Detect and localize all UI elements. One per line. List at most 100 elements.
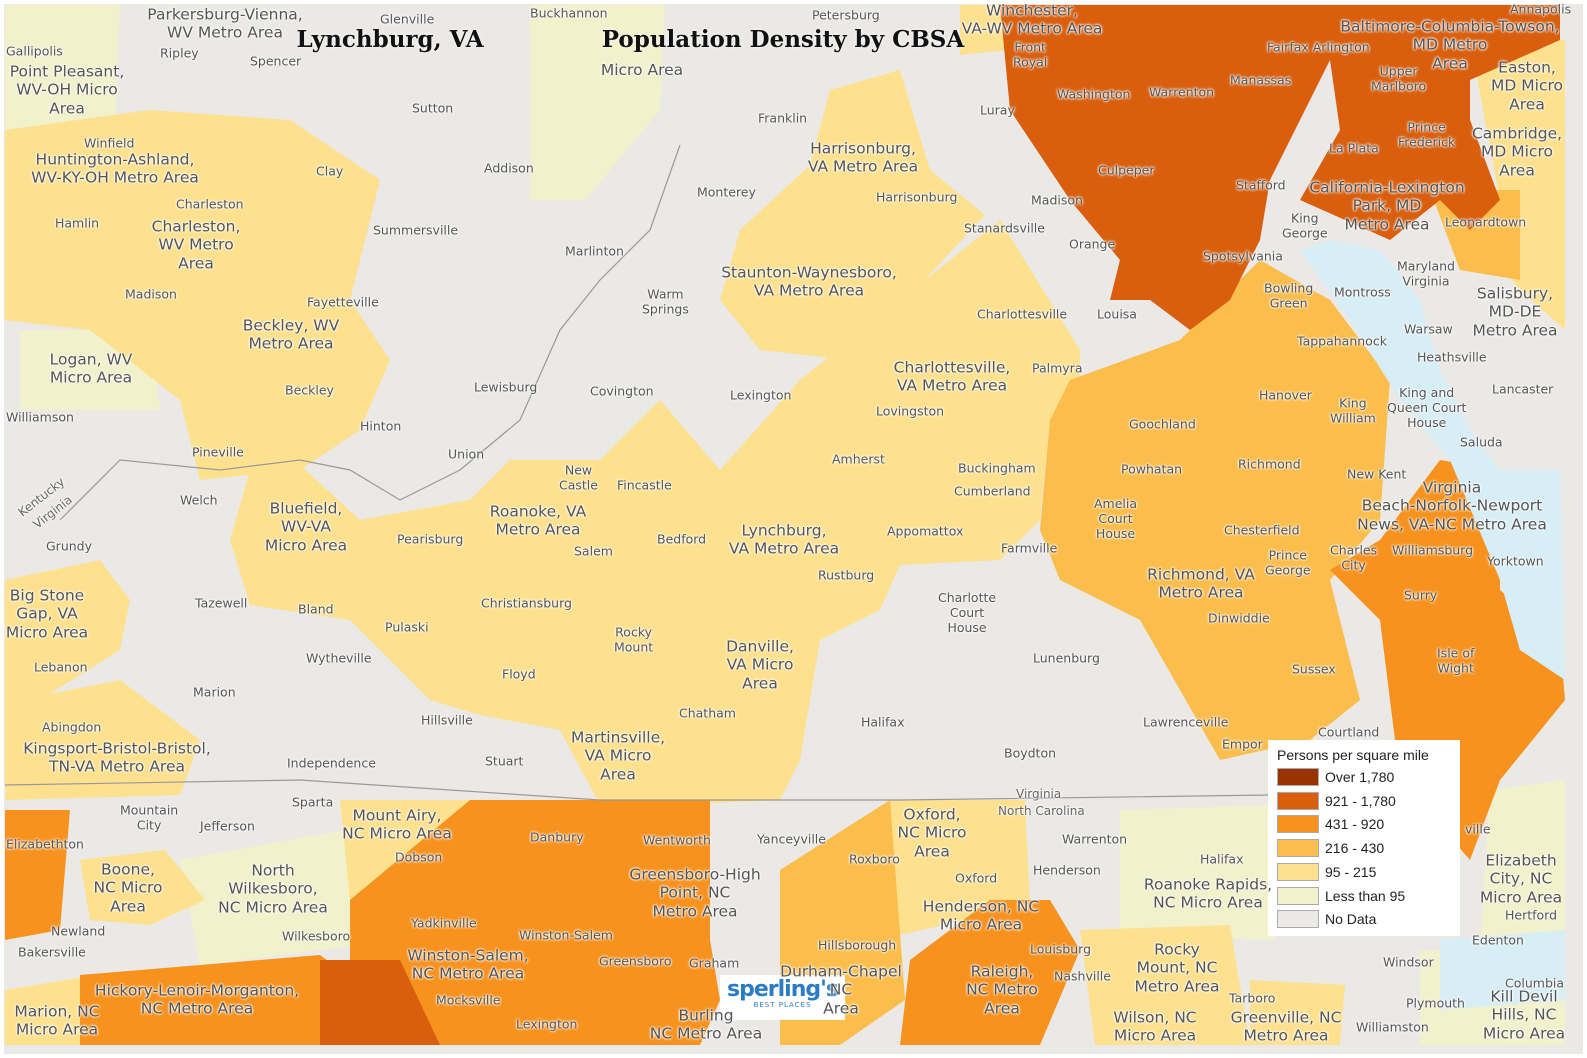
region bbox=[230, 220, 1080, 805]
region bbox=[900, 900, 1080, 1045]
area-label: Greenville, NC Metro Area bbox=[1230, 1008, 1342, 1045]
area-label: Kill Devil Hills, NC Micro Area bbox=[1482, 987, 1566, 1043]
place-label: Beckley bbox=[285, 382, 334, 398]
place-label: Lawrenceville bbox=[1143, 714, 1229, 730]
place-label: Hanover bbox=[1259, 387, 1312, 403]
place-label: Pineville bbox=[192, 444, 244, 460]
place-label: Charles City bbox=[1330, 542, 1378, 572]
place-label: Lewisburg bbox=[474, 379, 538, 395]
legend-title: Persons per square mile bbox=[1277, 747, 1429, 763]
place-label: Richmond bbox=[1238, 456, 1301, 472]
legend-label: Over 1,780 bbox=[1325, 769, 1395, 785]
region bbox=[960, 5, 1010, 55]
legend-swatch bbox=[1277, 768, 1319, 786]
place-label: Windsor bbox=[1383, 954, 1434, 970]
place-label: Monterey bbox=[697, 184, 756, 200]
place-label: Palmyra bbox=[1032, 360, 1083, 376]
area-label: Bluefield, WV-VA Micro Area bbox=[264, 499, 348, 555]
place-label: Buckingham bbox=[958, 460, 1036, 476]
place-label: Greensboro bbox=[599, 953, 672, 969]
place-label: King and Queen Court House bbox=[1387, 384, 1467, 430]
place-label: Wentworth bbox=[643, 832, 711, 848]
legend-label: 921 - 1,780 bbox=[1325, 792, 1396, 809]
place-label: Warrenton bbox=[1149, 84, 1215, 100]
area-label: Micro Area bbox=[600, 60, 684, 79]
place-label: Maryland Virginia bbox=[1397, 258, 1455, 288]
place-label: Williamson bbox=[6, 409, 74, 425]
place-label: Franklin bbox=[758, 110, 808, 126]
region bbox=[180, 830, 360, 965]
region bbox=[80, 850, 205, 925]
water bbox=[1300, 240, 1565, 680]
area-label: Henderson, NC Micro Area bbox=[922, 897, 1040, 934]
area-label: Oxford, NC Micro Area bbox=[897, 805, 967, 861]
place-label: Yorktown bbox=[1487, 553, 1544, 569]
place-label: Petersburg bbox=[812, 7, 880, 23]
area-label: Beckley, WV Metro Area bbox=[242, 316, 340, 353]
place-label: Sutton bbox=[412, 100, 454, 116]
region bbox=[5, 5, 120, 130]
place-label: Luray bbox=[980, 102, 1015, 118]
place-label: Hillsville bbox=[421, 712, 473, 728]
place-label: Chesterfield bbox=[1224, 522, 1300, 538]
place-label: King George bbox=[1282, 210, 1328, 240]
place-label: Orange bbox=[1069, 236, 1116, 252]
place-label: Warrenton bbox=[1062, 831, 1128, 847]
place-label: Graham bbox=[689, 955, 740, 971]
place-label: Saluda bbox=[1460, 434, 1503, 450]
legend-swatch bbox=[1277, 886, 1319, 905]
place-label: Bakersville bbox=[18, 944, 86, 960]
place-label: La Plata bbox=[1329, 140, 1379, 156]
legend-swatch bbox=[1277, 910, 1319, 929]
place-label: Jefferson bbox=[200, 818, 255, 834]
place-label: Empor bbox=[1222, 736, 1263, 752]
area-label: Roanoke, VA Metro Area bbox=[489, 502, 587, 539]
legend-label: No Data bbox=[1325, 911, 1377, 928]
place-label: Winfield bbox=[84, 135, 135, 151]
place-label: Covington bbox=[590, 383, 654, 399]
place-label: Oxford bbox=[955, 870, 998, 886]
place-label: Bedford bbox=[657, 531, 707, 547]
place-label: Appomattox bbox=[887, 523, 964, 539]
place-label: Montross bbox=[1334, 284, 1391, 300]
place-label: Wytheville bbox=[306, 650, 372, 666]
place-label: Goochland bbox=[1129, 416, 1196, 432]
area-label: Harrisonburg, VA Metro Area bbox=[807, 139, 919, 176]
area-label: Hickory-Lenoir-Morganton, NC Metro Area bbox=[94, 981, 300, 1018]
place-label: Halifax bbox=[1200, 851, 1244, 867]
place-label: Annapolis bbox=[1510, 1, 1572, 17]
place-label: Tappahannock bbox=[1297, 333, 1387, 349]
place-label: Spencer bbox=[250, 53, 302, 69]
region bbox=[1120, 805, 1275, 940]
state-label: North Carolina bbox=[998, 804, 1085, 818]
place-label: Yadkinville bbox=[411, 915, 477, 931]
area-label: Kingsport-Bristol-Bristol, TN-VA Metro A… bbox=[23, 739, 211, 776]
place-label: New Castle bbox=[559, 462, 598, 492]
state-label: Virginia bbox=[1016, 787, 1062, 801]
place-label: Fayetteville bbox=[307, 294, 379, 310]
region bbox=[350, 800, 720, 1045]
legend-swatch bbox=[1277, 862, 1319, 881]
region bbox=[1330, 460, 1565, 860]
area-label: Parkersburg-Vienna, WV Metro Area bbox=[147, 5, 303, 42]
place-label: Warsaw bbox=[1404, 321, 1453, 337]
region bbox=[5, 560, 130, 790]
logo-tagline: BEST PLACES bbox=[753, 1001, 812, 1009]
place-label: Clay bbox=[316, 163, 344, 179]
place-label: New Kent bbox=[1347, 466, 1407, 482]
place-label: Lancaster bbox=[1492, 381, 1554, 397]
place-label: Hamlin bbox=[55, 215, 100, 231]
place-label: Charlotte Court House bbox=[938, 589, 997, 635]
place-label: Rustburg bbox=[818, 567, 875, 583]
region bbox=[1250, 980, 1345, 1045]
place-label: Charleston bbox=[176, 196, 244, 212]
place-label: Farmville bbox=[1001, 540, 1058, 556]
place-label: Powhatan bbox=[1121, 461, 1183, 477]
place-label: Grundy bbox=[46, 538, 93, 554]
place-label: Manassas bbox=[1230, 72, 1292, 88]
region bbox=[5, 810, 70, 940]
place-label: Isle of Wight bbox=[1437, 645, 1475, 675]
area-label: Baltimore-Columbia-Towson, MD Metro Area bbox=[1340, 17, 1560, 73]
place-label: Boydton bbox=[1004, 745, 1057, 761]
place-label: Rocky Mount bbox=[614, 624, 654, 654]
